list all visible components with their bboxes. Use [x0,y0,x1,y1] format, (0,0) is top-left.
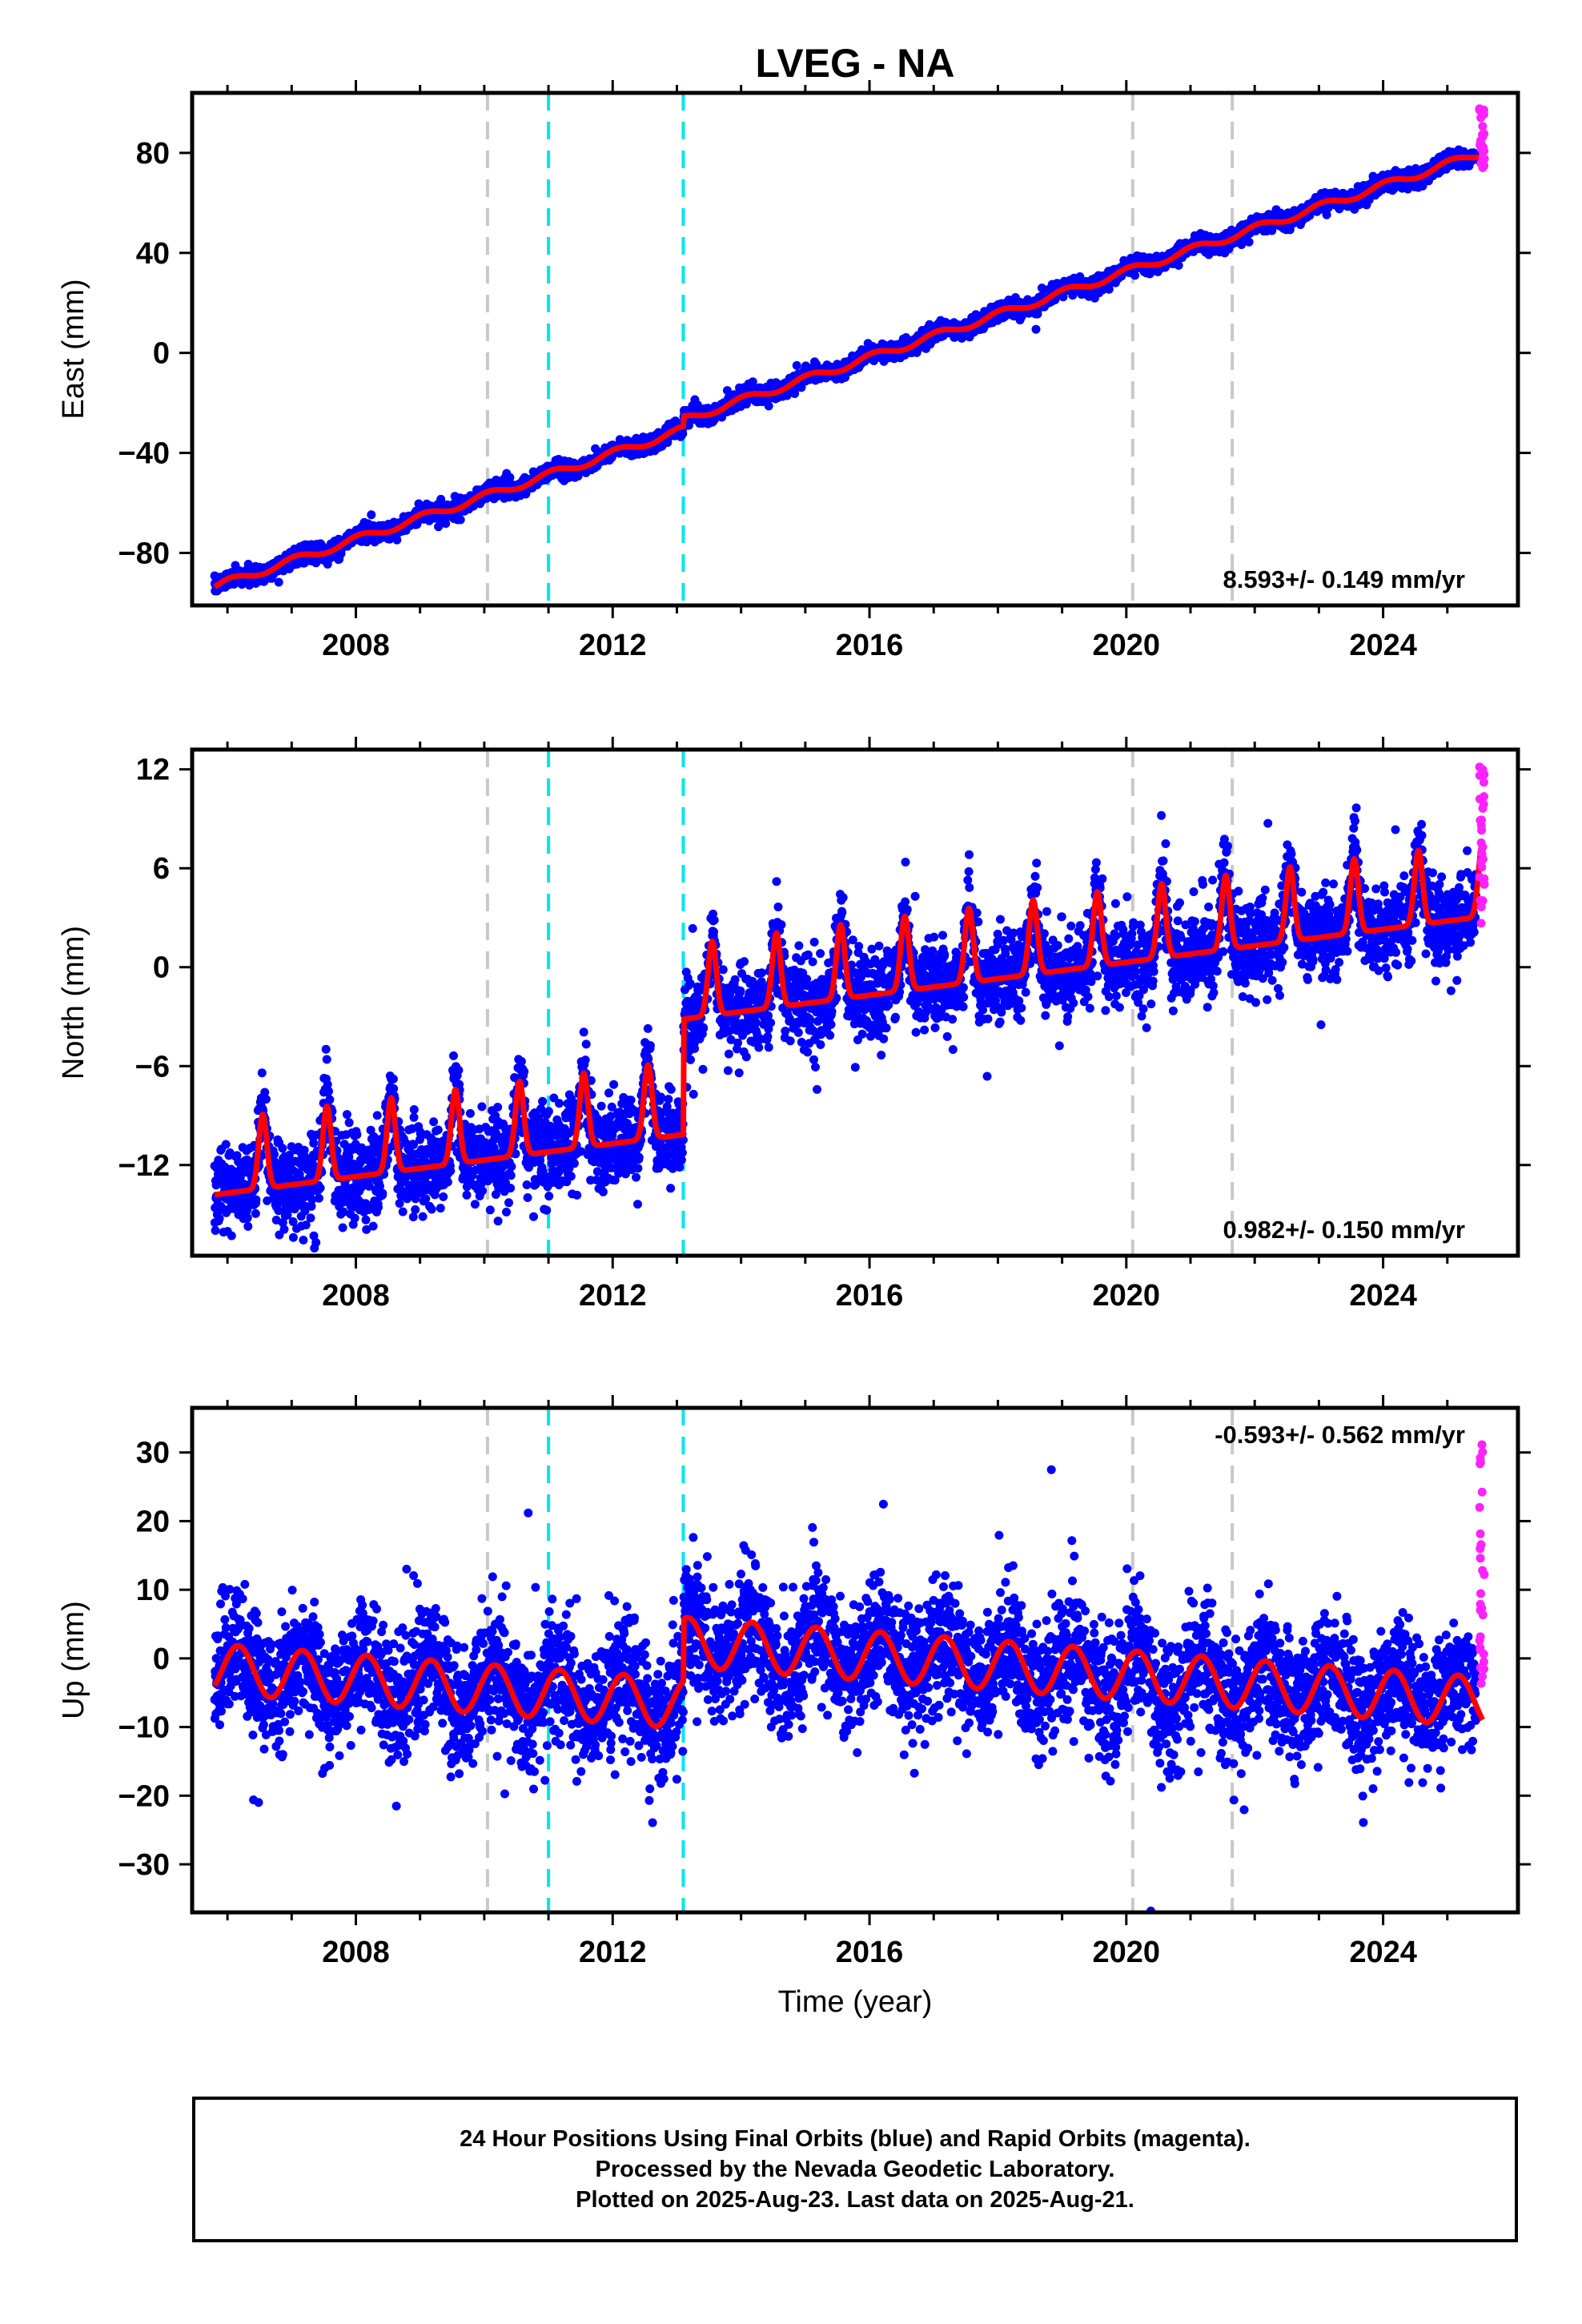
plot-frame-east [190,90,1520,608]
x-tick-label-2020: 2020 [1093,1936,1161,1969]
y-tick-label-up-3: 0 [153,1642,170,1676]
y-axis-label-east: East (mm) [57,279,90,419]
x-tick-label-2016: 2016 [836,629,904,662]
y-axis-label-up: Up (mm) [57,1601,90,1719]
x-tick-label-2012: 2012 [579,629,647,662]
rapid-orbit-points-north [1475,762,1489,928]
x-tick-label-2016: 2016 [836,1279,904,1313]
model-curve-east [212,153,1485,589]
y-tick-label-up-6: −30 [118,1848,170,1882]
plot-frame-up [190,1405,1520,1915]
final-orbit-points-up [210,1465,1481,1912]
rapid-orbit-points-up [1475,1440,1489,1688]
model-curve-north [212,840,1485,1198]
rapid-orbit-scatter-east [1475,104,1489,172]
y-tick-label-east-1: 40 [136,237,170,271]
x-tick-label-2012: 2012 [579,1936,647,1969]
y-tick-label-east-3: −40 [118,437,170,471]
rate-annotation-up: -0.593+/- 0.562 mm/yr [1215,1421,1465,1449]
y-tick-label-east-0: 80 [136,137,170,171]
model-curve-up [212,1614,1485,1730]
y-tick-label-up-2: 10 [136,1574,170,1607]
x-tick-label-2024: 2024 [1349,1279,1417,1313]
x-tick-label-2020: 2020 [1093,629,1161,662]
y-tick-label-north-3: −6 [135,1050,170,1084]
x-tick-label-2008: 2008 [322,1279,390,1313]
y-tick-label-east-4: −80 [118,537,170,570]
rapid-orbit-scatter-up [1475,1440,1489,1688]
plot-frame-north [190,747,1520,1258]
x-tick-label-2024: 2024 [1349,1936,1417,1969]
panel-east: 2008 2012 2016 2020 2024 80 40 0 −40 −80 East (mm)… [57,80,1531,662]
rapid-orbit-scatter-north [1475,762,1489,928]
y-tick-label-up-5: −20 [118,1779,170,1813]
event-lines-up [485,1408,1235,1912]
x-tick-label-2008: 2008 [322,1936,390,1969]
x-tick-label-2012: 2012 [579,1279,647,1313]
y-tick-label-up-4: −10 [118,1711,170,1745]
x-tick-label-2020: 2020 [1093,1279,1161,1313]
y-tick-label-north-4: −12 [118,1149,170,1183]
panel-up: 2008 2012 2016 2020 2024 30 20 10 0 −10 −20 −30 Up (… [57,1395,1531,1969]
y-tick-label-north-0: 12 [136,754,170,787]
y-tick-label-up-0: 30 [136,1437,170,1470]
x-axis-label: Time (year) [778,1985,933,2019]
x-tick-label-2016: 2016 [836,1936,904,1969]
rapid-orbit-points-east [1475,104,1489,172]
y-tick-label-up-1: 20 [136,1505,170,1538]
chart-title: LVEG - NA [755,41,954,86]
y-tick-label-east-2: 0 [153,337,170,371]
footer-caption: 24 Hour Positions Using Final Orbits (bl… [192,2097,1518,2242]
x-tick-label-2024: 2024 [1349,629,1417,662]
x-tick-label-2008: 2008 [322,629,390,662]
footer-line-3: Plotted on 2025-Aug-23. Last data on 202… [576,2187,1134,2213]
footer-line-2: Processed by the Nevada Geodetic Laborat… [595,2157,1115,2182]
final-orbit-scatter-up [210,1465,1481,1912]
footer-line-1: 24 Hour Positions Using Final Orbits (bl… [460,2126,1251,2152]
panel-north: 2008 2012 2016 2020 2024 12 6 0 −6 −12 North (mm) 0… [57,737,1531,1313]
rate-annotation-east: 8.593+/- 0.149 mm/yr [1223,565,1465,593]
y-tick-label-north-2: 0 [153,951,170,985]
y-tick-label-north-1: 6 [153,852,170,886]
y-axis-label-north: North (mm) [57,926,90,1080]
rate-annotation-north: 0.982+/- 0.150 mm/yr [1223,1216,1465,1244]
